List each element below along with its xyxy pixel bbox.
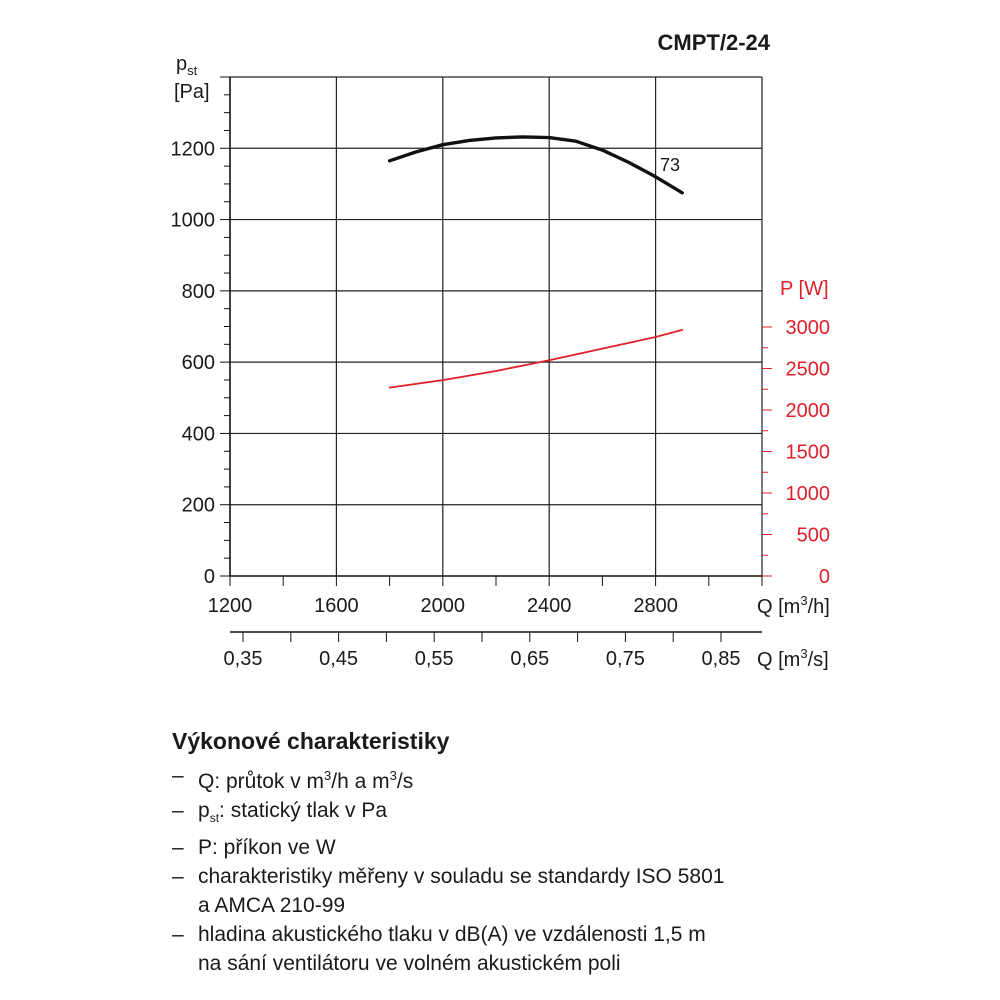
y-left-label: pst [176,53,198,78]
curve-annotation: 73 [660,155,680,175]
y-left-tick-label: 1200 [171,138,216,160]
bottom-x-axis: 0,35 0,45 0,55 0,65 0,75 0,85 [224,631,762,670]
series: 73 [387,135,684,389]
x-bottom-tick-label: 0,75 [606,648,645,670]
chart-title: CMPT/2-24 [658,30,771,55]
x-top-tick-label: 2000 [421,595,466,617]
x-top-tick-label: 2800 [633,595,678,617]
x-top-tick-label: 2400 [527,595,572,617]
y-right-tick-label: 2000 [786,400,831,422]
x-bottom-tick-label: 0,35 [224,648,263,670]
legend-item-noise: hladina akustického tlaku v dB(A) ve vzd… [172,920,932,978]
x-bottom-tick-label: 0,65 [510,648,549,670]
x-bottom-tick-label: 0,55 [415,648,454,670]
y-right-tick-label: 500 [797,525,830,547]
legend-item-pst: pst: statický tlak v Pa [172,796,932,833]
legend-list: Q: průtok v m3/h a m3/s pst: statický tl… [172,761,932,978]
y-right-tick-label: 1000 [786,483,831,505]
y-left-tick-label: 600 [182,352,215,374]
legend-item-q: Q: průtok v m3/h a m3/s [172,761,932,796]
x-bottom-label: Q [m3/s] [757,646,829,671]
y-right-tick-label: 3000 [786,317,831,339]
grid [230,76,763,576]
right-axis: 0 500 1000 1500 2000 2500 3000 [762,317,830,588]
y-left-unit: [Pa] [174,81,210,103]
y-left-tick-label: 800 [182,281,215,303]
y-left-tick-label: 400 [182,423,215,445]
legend-title: Výkonové charakteristiky [172,728,450,754]
y-right-label: P [W] [780,278,829,300]
x-top-label: Q [m3/h] [757,593,830,618]
power-curve [388,329,684,389]
y-left-tick-label: 200 [182,495,215,517]
y-left-tick-label: 1000 [171,210,216,232]
x-top-tick-label: 1200 [208,595,253,617]
y-right-tick-label: 2500 [786,359,831,381]
top-x-axis: 1200 1600 2000 2400 2800 [208,575,763,617]
legend-item-p: P: příkon ve W [172,833,932,862]
left-axis: 0 200 400 600 800 1000 1200 [171,76,231,588]
y-right-tick-label: 1500 [786,442,831,464]
performance-chart: CMPT/2-24 0 200 400 600 800 1000 1200 0 500 1000… [171,30,831,671]
y-left-tick-label: 0 [204,566,215,588]
x-bottom-tick-label: 0,45 [319,648,358,670]
y-right-tick-label: 0 [819,566,830,588]
x-top-tick-label: 1600 [314,595,359,617]
x-bottom-tick-label: 0,85 [702,648,741,670]
legend-item-standards: charakteristiky měřeny v souladu se stan… [172,862,932,920]
legend: Výkonové charakteristiky Q: průtok v m3/… [172,728,932,978]
pressure-curve [387,135,684,195]
